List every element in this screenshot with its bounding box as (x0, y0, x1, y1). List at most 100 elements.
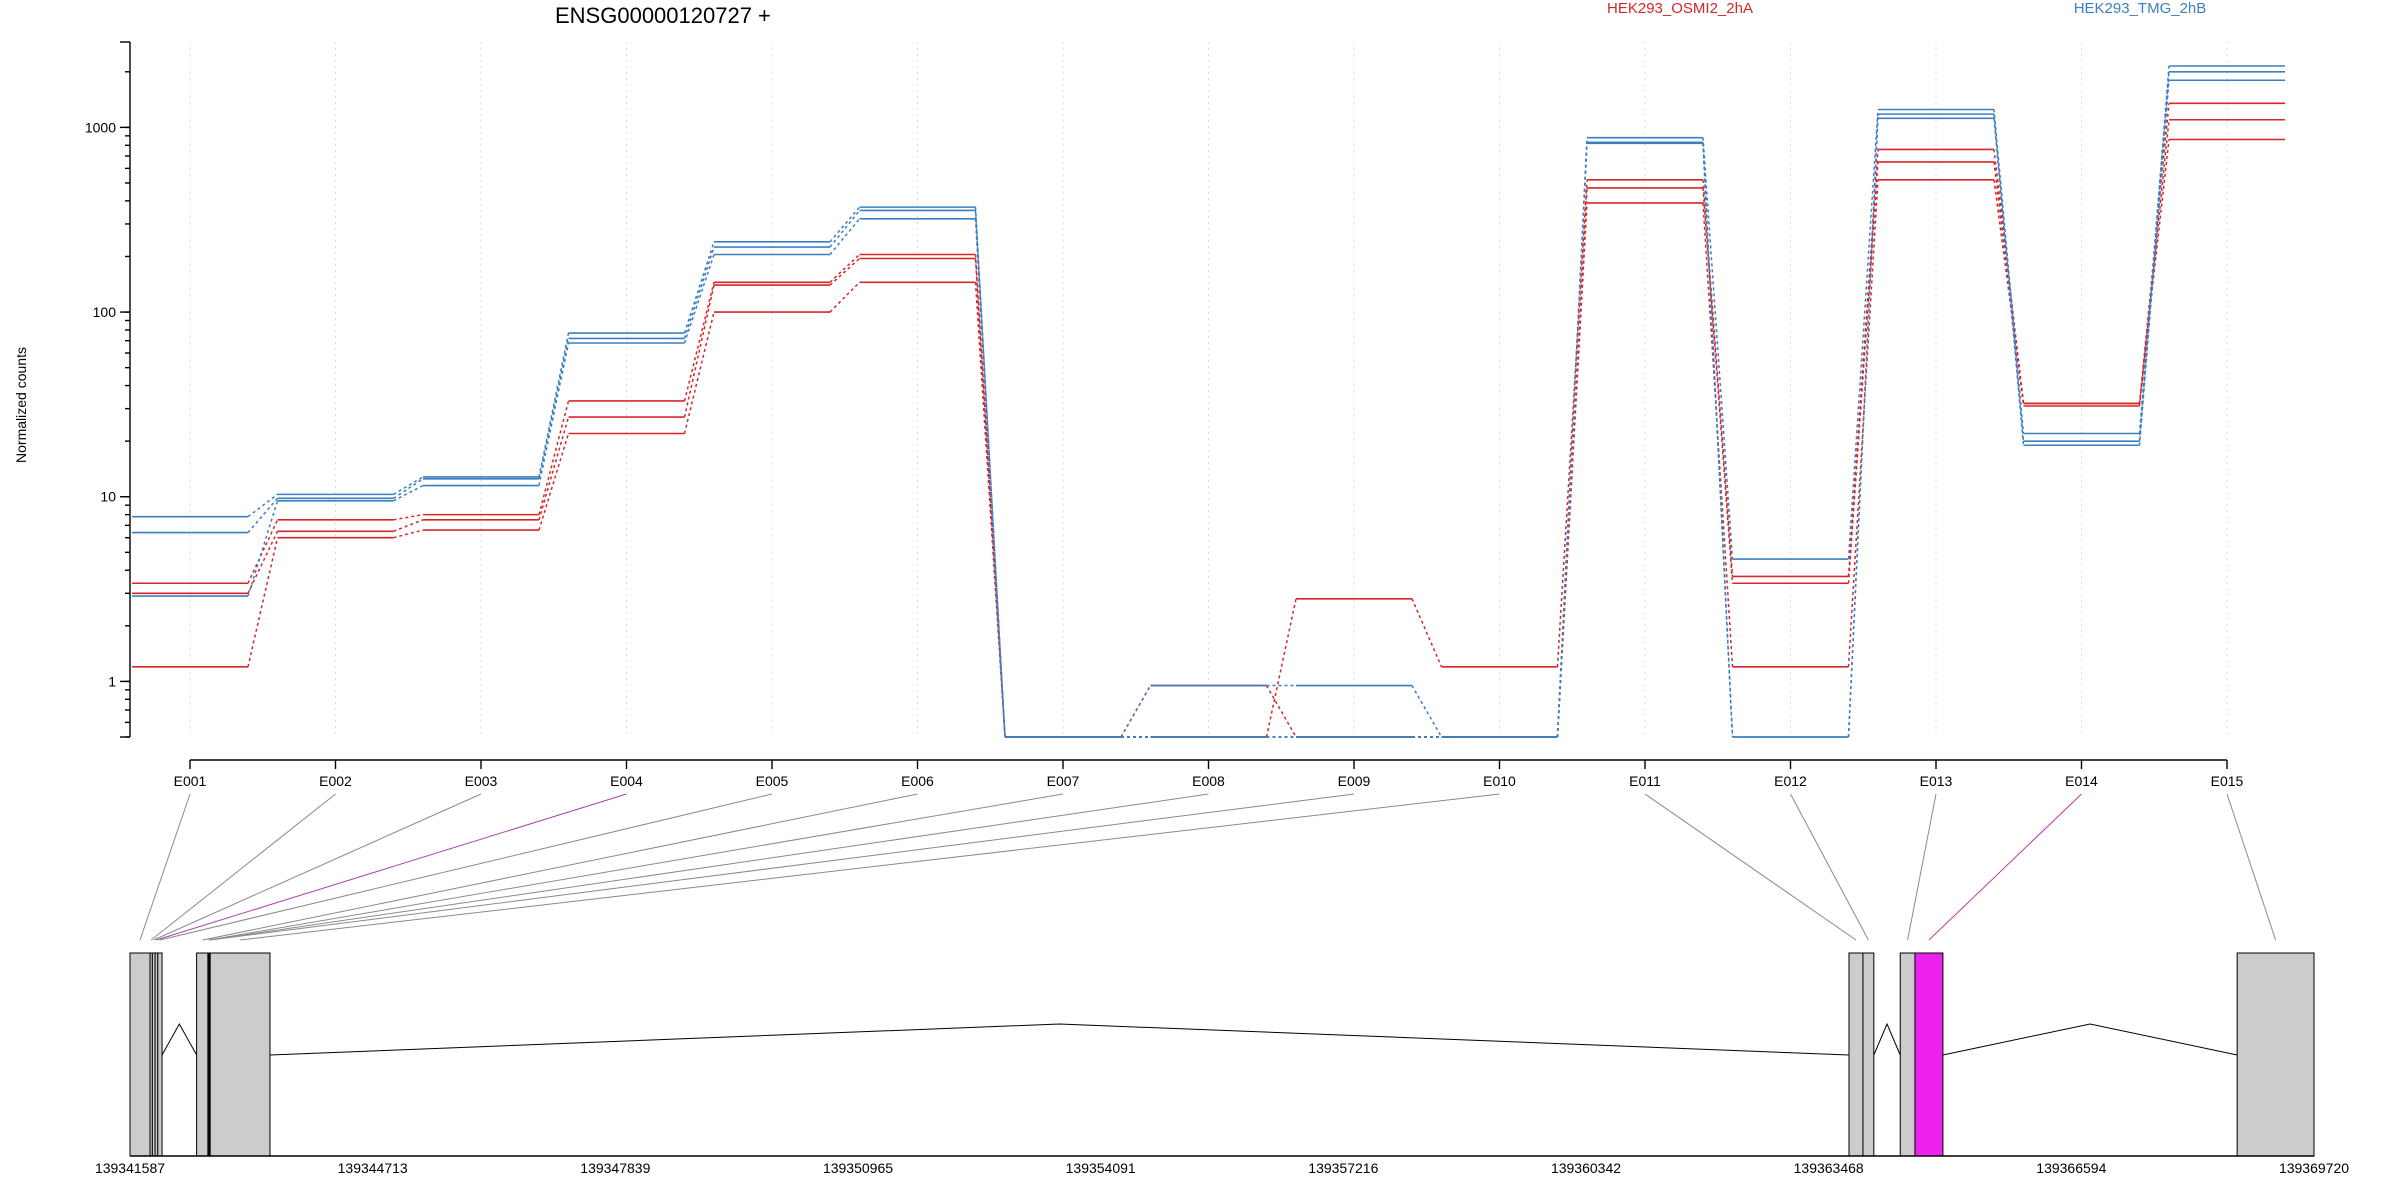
transition-segment (1411, 685, 1443, 738)
exon-box-e011 (1848, 952, 1864, 1157)
intron-line (1873, 1022, 1901, 1056)
x-tick-label-e015: E015 (2211, 773, 2244, 789)
transition-segment (1847, 118, 1879, 738)
genomic-coordinate-label: 139357216 (1308, 1160, 1378, 1176)
transition-segment (1702, 202, 1734, 667)
exon-connector (153, 793, 482, 941)
transition-segment (683, 282, 715, 402)
genomic-coordinate-label: 139360342 (1551, 1160, 1621, 1176)
transition-segment (829, 206, 861, 243)
transition-segment (974, 258, 1006, 738)
transition-segment (247, 519, 279, 584)
transition-segment (393, 476, 424, 496)
plot-area: 1 10 100 1000 E001 E002 E003 E004 E005 E006 E007 E0… (85, 41, 2285, 789)
exon-box-e014 (1914, 952, 1944, 1157)
genomic-coordinate-label: 139347839 (580, 1160, 650, 1176)
transition-segment (1702, 137, 1734, 560)
x-tick-label-e002: E002 (319, 773, 352, 789)
y-tick-label: 1000 (85, 119, 116, 135)
transition-segment (683, 311, 715, 434)
genomic-coordinate-label: 139350965 (823, 1160, 893, 1176)
genomic-coordinate-label: 139341587 (95, 1160, 165, 1176)
transition-segment (683, 254, 715, 344)
x-tick-label-e006: E006 (901, 773, 934, 789)
transition-segment (1556, 143, 1588, 738)
x-tick-label-e013: E013 (1920, 773, 1953, 789)
exon-connector (1644, 793, 1857, 941)
y-axis-label: Normalized counts (13, 347, 29, 463)
transition-segment (1993, 179, 2025, 404)
transition-segment (974, 210, 1006, 738)
transition-segment (1556, 187, 1588, 738)
transition-segment (538, 400, 570, 515)
x-tick-label-e003: E003 (465, 773, 498, 789)
exon-connector (210, 793, 1355, 941)
transition-segment (2138, 80, 2170, 446)
genomic-coordinate-label: 139366594 (2036, 1160, 2106, 1176)
exon-connector (156, 793, 627, 941)
legend-entry-tmg: HEK293_TMG_2hB (2074, 0, 2207, 17)
x-tick-label-e009: E009 (1338, 773, 1371, 789)
transition-segment (247, 537, 279, 667)
series-hek293-osmi2-2ha-1 (132, 118, 2285, 738)
intron-line (269, 1023, 1850, 1056)
x-tick-label-e007: E007 (1047, 773, 1080, 789)
transition-segment (683, 284, 715, 418)
genomic-coordinate-label: 139344713 (338, 1160, 408, 1176)
exon-box-e012 (1862, 952, 1875, 1157)
transition-segment (1120, 685, 1152, 738)
exon-connector (150, 793, 336, 941)
exon-connector (208, 793, 1064, 941)
legend-entry-osmi2: HEK293_OSMI2_2hA (1607, 0, 1753, 17)
transition-segment (538, 416, 570, 521)
transition-segment (538, 342, 570, 486)
exon-box-e015 (2236, 952, 2315, 1157)
transition-segment (393, 519, 424, 532)
series-hek293-tmg-2hb-5 (132, 79, 2285, 738)
genomic-coordinate-label: 139354091 (1066, 1160, 1136, 1176)
x-tick-label-e014: E014 (2065, 773, 2098, 789)
exon-connector (1928, 793, 2082, 941)
transition-segment (974, 218, 1006, 738)
genomic-coordinate-label: 139369720 (2279, 1160, 2349, 1176)
y-tick-label: 100 (93, 304, 117, 320)
transition-segment (829, 253, 861, 283)
transition-segment (1993, 118, 2025, 446)
transition-segment (1847, 109, 1879, 560)
transition-segment (683, 246, 715, 339)
exon-box-e005 (157, 952, 163, 1157)
genomic-coordinate-label: 139363468 (1794, 1160, 1864, 1176)
exon-box-e010 (209, 952, 271, 1157)
x-tick-label-e004: E004 (610, 773, 643, 789)
x-tick-label-e010: E010 (1483, 773, 1516, 789)
transition-segment (247, 493, 278, 518)
transition-segment (538, 433, 570, 531)
intron-line (161, 1022, 198, 1056)
x-tick-label-e001: E001 (174, 773, 207, 789)
transition-segment (393, 478, 424, 499)
exon-connector (202, 793, 918, 941)
transition-segment (829, 218, 861, 255)
transition-segment (829, 257, 861, 286)
transition-segment (393, 529, 424, 539)
transition-segment (393, 513, 424, 521)
transition-segment (829, 209, 861, 248)
transition-segment (829, 281, 861, 313)
exon-connector (139, 793, 191, 941)
exon-connector (2226, 793, 2277, 941)
transition-segment (247, 497, 279, 534)
x-tick-label-e012: E012 (1774, 773, 1807, 789)
y-tick-label: 10 (100, 489, 116, 505)
exon-connector (240, 793, 1500, 941)
exon-box-e013 (1899, 952, 1916, 1157)
transition-segment (1411, 598, 1443, 668)
intron-line (1942, 1023, 2238, 1056)
transition-segment (1556, 202, 1588, 738)
exon-connector (209, 793, 1209, 941)
x-tick-label-e005: E005 (756, 773, 789, 789)
exon-box-e006 (196, 952, 210, 1157)
chart-title: ENSG00000120727 + (555, 3, 771, 28)
y-tick-label: 1 (108, 673, 116, 689)
transition-segment (683, 241, 715, 334)
exon-box-e001 (129, 952, 151, 1157)
